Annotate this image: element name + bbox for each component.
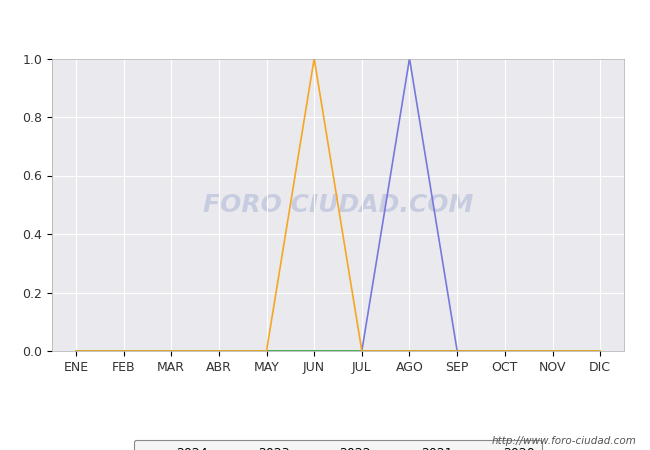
2024 <box>406 348 413 354</box>
2020 <box>406 348 413 354</box>
2024 <box>453 348 461 354</box>
2023 <box>406 348 413 354</box>
2023 <box>72 348 80 354</box>
2021 <box>596 348 604 354</box>
2021 <box>549 348 556 354</box>
2022 <box>120 348 127 354</box>
2021 <box>72 348 80 354</box>
2020 <box>358 348 366 354</box>
2021 <box>358 348 366 354</box>
Line: 2020: 2020 <box>76 58 600 351</box>
2024 <box>263 348 270 354</box>
2022 <box>167 348 175 354</box>
2022 <box>549 348 556 354</box>
Legend: 2024, 2023, 2022, 2021, 2020: 2024, 2023, 2022, 2021, 2020 <box>134 440 542 450</box>
2020 <box>453 348 461 354</box>
2022 <box>215 348 223 354</box>
2021 <box>501 348 509 354</box>
2021 <box>406 348 413 354</box>
2023 <box>501 348 509 354</box>
2022 <box>596 348 604 354</box>
2021 <box>453 348 461 354</box>
2023 <box>453 348 461 354</box>
2023 <box>310 348 318 354</box>
2023 <box>215 348 223 354</box>
2023 <box>120 348 127 354</box>
2023 <box>358 348 366 354</box>
2021 <box>310 348 318 354</box>
2020 <box>501 348 509 354</box>
2022 <box>406 56 413 61</box>
2023 <box>167 348 175 354</box>
2020 <box>310 56 318 61</box>
2020 <box>596 348 604 354</box>
2023 <box>549 348 556 354</box>
2021 <box>215 348 223 354</box>
2024 <box>215 348 223 354</box>
2024 <box>310 348 318 354</box>
Text: Matriculaciones de Vehiculos en Rabanera del Pinar: Matriculaciones de Vehiculos en Rabanera… <box>92 11 558 29</box>
2020 <box>72 348 80 354</box>
Line: 2022: 2022 <box>76 58 600 351</box>
2024 <box>120 348 127 354</box>
2021 <box>263 348 270 354</box>
2022 <box>263 348 270 354</box>
2023 <box>263 348 270 354</box>
Text: FORO CIUDAD.COM: FORO CIUDAD.COM <box>203 193 473 217</box>
2020 <box>120 348 127 354</box>
2020 <box>215 348 223 354</box>
2022 <box>358 348 366 354</box>
2022 <box>453 348 461 354</box>
2020 <box>263 348 270 354</box>
2022 <box>310 348 318 354</box>
2022 <box>501 348 509 354</box>
2020 <box>549 348 556 354</box>
2024 <box>549 348 556 354</box>
2024 <box>501 348 509 354</box>
2024 <box>167 348 175 354</box>
Text: http://www.foro-ciudad.com: http://www.foro-ciudad.com <box>492 436 637 446</box>
2022 <box>72 348 80 354</box>
2024 <box>358 348 366 354</box>
2020 <box>167 348 175 354</box>
2024 <box>72 348 80 354</box>
2023 <box>596 348 604 354</box>
2021 <box>167 348 175 354</box>
2021 <box>120 348 127 354</box>
2024 <box>596 348 604 354</box>
